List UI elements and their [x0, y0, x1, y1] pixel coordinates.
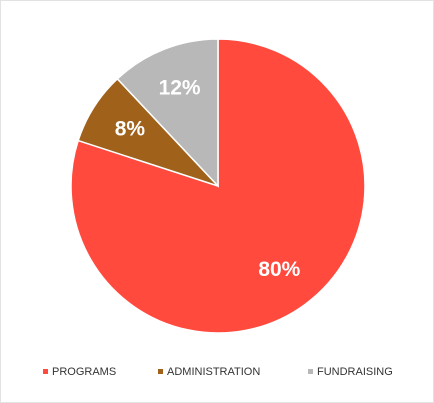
- legend-swatch: [43, 369, 48, 374]
- legend-swatch: [158, 369, 163, 374]
- legend-swatch: [308, 369, 313, 374]
- legend-label: PROGRAMS: [52, 366, 116, 378]
- data-label: 12%: [159, 77, 201, 100]
- legend-label: FUNDRAISING: [317, 366, 393, 378]
- pie-slice: [116, 38, 219, 188]
- data-label: 80%: [258, 258, 300, 281]
- legend-label: ADMINISTRATION: [167, 366, 260, 378]
- data-label: 8%: [115, 118, 146, 141]
